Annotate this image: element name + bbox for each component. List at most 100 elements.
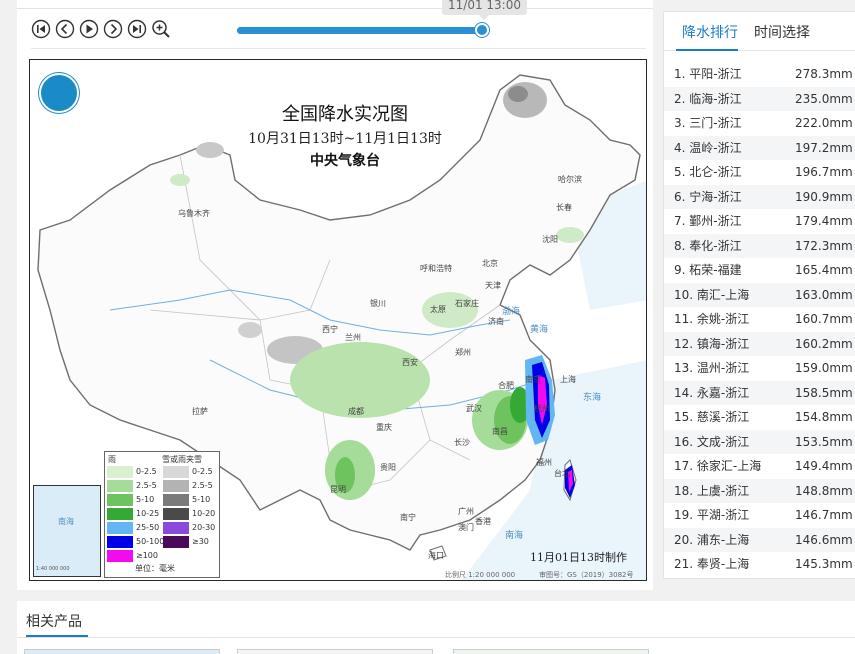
ranking-precipitation-value: 222.0mm bbox=[795, 116, 853, 130]
city-label: 重庆 bbox=[376, 423, 392, 432]
zoom-in-button[interactable] bbox=[151, 19, 171, 39]
city-label: 南宁 bbox=[400, 513, 416, 522]
legend-label: 5-10 bbox=[136, 495, 155, 504]
ranking-row[interactable]: 7. 鄞州-浙江 179.4mm bbox=[664, 209, 855, 234]
ranking-row[interactable]: 18. 上虞-浙江 148.8mm bbox=[664, 478, 855, 503]
legend-snow-header: 雪或雨夹雪 bbox=[162, 455, 202, 464]
time-slider-fill bbox=[237, 27, 483, 34]
ranking-station-name: 17. 徐家汇-上海 bbox=[674, 459, 762, 473]
legend-label: 25-50 bbox=[136, 523, 160, 532]
legend-label: 2.5-5 bbox=[192, 481, 213, 490]
related-product-thumbnail[interactable] bbox=[24, 649, 220, 654]
city-label: 武汉 bbox=[466, 404, 482, 413]
legend-label: 0-2.5 bbox=[192, 467, 213, 476]
play-button[interactable] bbox=[79, 19, 99, 39]
ranking-row[interactable]: 14. 永嘉-浙江 158.5mm bbox=[664, 380, 855, 405]
ranking-station-name: 18. 上虞-浙江 bbox=[674, 483, 750, 498]
first-frame-button[interactable] bbox=[31, 19, 51, 39]
ranking-row[interactable]: 12. 镇海-浙江 160.2mm bbox=[664, 331, 855, 356]
ranking-station-name: 12. 镇海-浙江 bbox=[674, 336, 750, 351]
ranking-row[interactable]: 17. 徐家汇-上海 149.4mm bbox=[664, 454, 855, 479]
ranking-station-name: 21. 奉贤-上海 bbox=[674, 557, 750, 571]
map-scale: 比例尺 1:20 000 000 bbox=[445, 571, 516, 579]
ranking-row[interactable]: 19. 平湖-浙江 146.7mm bbox=[664, 503, 855, 528]
city-label: 香港 bbox=[475, 517, 491, 526]
legend-swatch bbox=[107, 535, 133, 548]
city-label: 呼和浩特 bbox=[420, 264, 452, 273]
skip-to-first-icon bbox=[31, 19, 51, 39]
ranking-precipitation-value: 196.7mm bbox=[795, 165, 853, 179]
ranking-row[interactable]: 5. 北仑-浙江 196.7mm bbox=[664, 160, 855, 185]
ranking-precipitation-value: 146.6mm bbox=[795, 532, 853, 547]
ranking-row[interactable]: 1. 平阳-浙江 278.3mm bbox=[664, 62, 855, 87]
previous-frame-button[interactable] bbox=[55, 19, 75, 39]
ranking-precipitation-value: 149.4mm bbox=[795, 459, 853, 473]
legend-item: 5-10 bbox=[107, 493, 154, 506]
zoom-in-icon bbox=[152, 20, 170, 38]
city-label: 合肥 bbox=[498, 381, 514, 390]
legend-swatch bbox=[107, 493, 133, 506]
tab-time-selection[interactable]: 时间选择 bbox=[754, 25, 810, 41]
ranking-station-name: 15. 慈溪-浙江 bbox=[674, 410, 750, 424]
time-slider-tooltip: 11/01 13:00 bbox=[442, 0, 527, 20]
city-label: 台北 bbox=[554, 469, 570, 478]
ranking-row[interactable]: 15. 慈溪-浙江 154.8mm bbox=[664, 405, 855, 430]
city-label: 长春 bbox=[556, 203, 572, 212]
sea-label: 南海 bbox=[505, 531, 524, 541]
ranking-row[interactable]: 4. 温岭-浙江 197.2mm bbox=[664, 135, 855, 160]
legend-item: 2.5-5 bbox=[107, 479, 157, 492]
ranking-row[interactable]: 11. 余姚-浙江 160.7mm bbox=[664, 307, 855, 332]
ranking-row[interactable]: 9. 柘荣-福建 165.4mm bbox=[664, 258, 855, 283]
ranking-row[interactable]: 6. 宁海-浙江 190.9mm bbox=[664, 184, 855, 209]
ranking-row[interactable]: 21. 奉贤-上海 145.3mm bbox=[664, 552, 855, 577]
city-label: 银川 bbox=[370, 299, 386, 308]
legend-swatch bbox=[163, 507, 189, 520]
city-label: 昆明 bbox=[330, 485, 346, 494]
city-label: 南昌 bbox=[492, 427, 508, 436]
ranking-row[interactable]: 3. 三门-浙江 222.0mm bbox=[664, 111, 855, 136]
time-slider-handle[interactable] bbox=[475, 23, 489, 37]
ranking-row[interactable]: 10. 南汇-上海 163.0mm bbox=[664, 282, 855, 307]
city-label: 乌鲁木齐 bbox=[178, 209, 210, 218]
ranking-precipitation-value: 145.3mm bbox=[795, 557, 853, 571]
precipitation-map[interactable]: 全国降水实况图 10月31日13时~11月1日13时 中央气象台 乌鲁木齐 哈尔… bbox=[29, 59, 647, 581]
legend-label: 50-100 bbox=[136, 537, 165, 546]
ranking-station-name: 10. 南汇-上海 bbox=[674, 287, 750, 302]
city-label: 成都 bbox=[348, 407, 364, 416]
city-label: 西安 bbox=[402, 358, 418, 367]
legend-label: 20-30 bbox=[192, 523, 216, 532]
panel-top-border bbox=[17, 8, 653, 9]
city-label: 天津 bbox=[485, 281, 501, 290]
skip-to-last-icon bbox=[127, 19, 147, 39]
ranking-row[interactable]: 20. 浦东-上海 146.6mm bbox=[664, 527, 855, 552]
city-label: 哈尔滨 bbox=[558, 175, 582, 184]
legend-unit: 单位：毫米 bbox=[135, 564, 175, 573]
ranking-row[interactable]: 16. 文成-浙江 153.5mm bbox=[664, 429, 855, 454]
city-label: 南京 bbox=[525, 375, 541, 384]
ranking-station-name: 5. 北仑-浙江 bbox=[674, 165, 742, 179]
city-label: 石家庄 bbox=[455, 299, 479, 308]
related-product-thumbnail[interactable] bbox=[237, 649, 433, 654]
legend-item: 0-2.5 bbox=[107, 465, 157, 478]
legend-label: 10-25 bbox=[136, 509, 160, 518]
ranking-row[interactable]: 2. 临海-浙江 235.0mm bbox=[664, 86, 855, 111]
play-icon bbox=[79, 19, 99, 39]
south-china-sea-inset: 南海 1:40 000 000 bbox=[33, 485, 101, 577]
legend-label: ≥100 bbox=[136, 551, 158, 560]
time-slider-track[interactable] bbox=[237, 27, 483, 34]
legend-item: 10-20 bbox=[163, 507, 215, 520]
related-product-thumbnail[interactable] bbox=[453, 649, 649, 654]
ranking-precipitation-value: 179.4mm bbox=[795, 214, 853, 228]
last-frame-button[interactable] bbox=[127, 19, 147, 39]
map-approval-number: 审图号：GS（2019）3082号 bbox=[539, 571, 634, 579]
ranking-row[interactable]: 13. 温州-浙江 159.0mm bbox=[664, 356, 855, 381]
ranking-station-name: 16. 文成-浙江 bbox=[674, 434, 750, 449]
ranking-station-name: 14. 永嘉-浙江 bbox=[674, 385, 750, 400]
tab-precipitation-ranking[interactable]: 降水排行 bbox=[682, 25, 738, 41]
ranking-list: 1. 平阳-浙江 278.3mm 2. 临海-浙江 235.0mm 3. 三门-浙江 22… bbox=[664, 62, 855, 577]
map-made-time: 11月01日13时制作 bbox=[530, 551, 627, 564]
next-frame-button[interactable] bbox=[103, 19, 123, 39]
ranking-row[interactable]: 8. 奉化-浙江 172.3mm bbox=[664, 233, 855, 258]
ranking-precipitation-value: 190.9mm bbox=[795, 189, 853, 204]
legend-item: 25-50 bbox=[107, 521, 159, 534]
